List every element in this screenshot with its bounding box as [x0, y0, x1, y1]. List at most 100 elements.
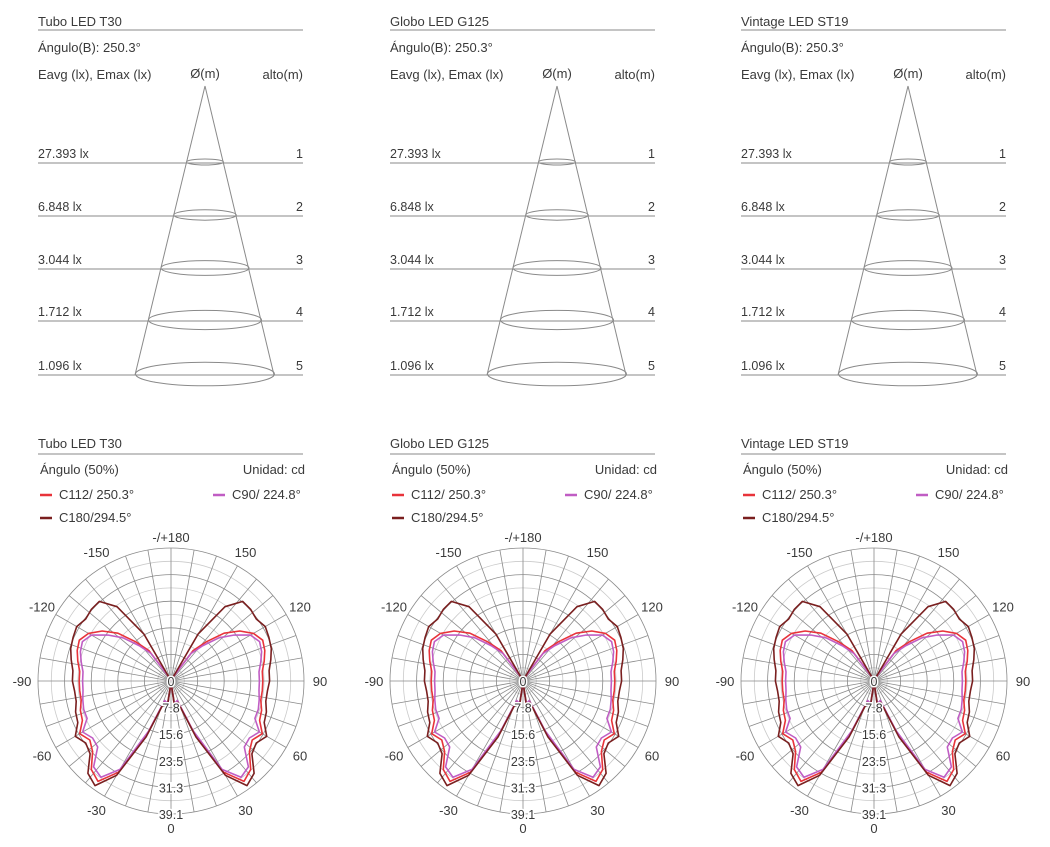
polar-spoke	[420, 595, 524, 682]
polar-spoke	[873, 595, 977, 682]
legend-entry: C180/294.5°	[411, 510, 483, 525]
radial-tick-label: 31.3	[862, 781, 886, 795]
beam-angle: Ángulo(B): 250.3°	[38, 40, 141, 55]
series-curve-c180	[421, 600, 625, 787]
polar-spoke	[420, 680, 524, 767]
polar-spoke	[85, 680, 172, 784]
polar-chart: 0 7.8 15.6 23.5 31.3 39.1 -/+180 -150 150 -120 120…	[365, 530, 680, 836]
lux-value: 1.096 lx	[38, 359, 83, 373]
polar-spoke	[170, 657, 303, 682]
polar-spoke	[499, 549, 524, 682]
angle-tick-label: 120	[289, 600, 311, 615]
cone-section	[173, 209, 237, 221]
angle-tick-label: 0	[167, 821, 174, 836]
radial-tick-label: 15.6	[511, 728, 535, 742]
legend-entry: C90/ 224.8°	[584, 487, 653, 502]
radial-tick-label: 23.5	[159, 755, 183, 769]
angle-tick-label: -60	[736, 749, 755, 764]
height-value: 1	[648, 147, 655, 161]
cone-section	[185, 158, 225, 166]
angle-tick-label: -30	[87, 803, 106, 818]
polar-spoke	[873, 680, 977, 767]
radial-tick-label: 23.5	[511, 755, 535, 769]
polar-spoke	[522, 555, 569, 682]
polar-spoke	[170, 614, 287, 682]
height-value: 2	[999, 200, 1006, 214]
radial-tick-label: 0	[871, 675, 878, 689]
angle-tick-label: -/+180	[152, 530, 189, 545]
polar-spoke	[68, 680, 172, 767]
radial-tick-label: 15.6	[862, 728, 886, 742]
radial-tick-label: 7.8	[514, 702, 531, 716]
angle-tick-label: 0	[519, 821, 526, 836]
lux-value: 3.044 lx	[38, 253, 83, 267]
angle-tick-label: -120	[29, 600, 55, 615]
polar-title: Tubo LED T30	[38, 436, 122, 451]
beam-angle: Ángulo(B): 250.3°	[741, 40, 844, 55]
cone-edge-left	[837, 85, 909, 376]
polar-spoke	[68, 595, 172, 682]
polar-title: Vintage LED ST19	[741, 436, 848, 451]
lux-value: 1.712 lx	[741, 305, 786, 319]
radial-tick-label: 31.3	[159, 781, 183, 795]
radial-tick-label: 0	[168, 675, 175, 689]
angle-50-label: Ángulo (50%)	[392, 462, 471, 477]
polar-spoke	[437, 680, 524, 784]
angle-tick-label: -60	[385, 749, 404, 764]
polar-spoke	[522, 595, 626, 682]
polar-spoke	[477, 555, 524, 682]
lux-value: 27.393 lx	[38, 147, 89, 161]
polar-spoke	[748, 635, 875, 682]
angle-tick-label: -/+180	[855, 530, 892, 545]
polar-spoke	[807, 680, 875, 797]
polar-spoke	[522, 635, 649, 682]
polar-spoke	[522, 578, 609, 682]
unit-label: Unidad: cd	[595, 462, 657, 477]
angle-tick-label: 60	[996, 749, 1010, 764]
lux-value: 1.096 lx	[390, 359, 435, 373]
polar-spoke	[437, 578, 524, 682]
lux-value: 6.848 lx	[390, 200, 435, 214]
angle-tick-label: -150	[786, 545, 812, 560]
polar-spoke	[170, 549, 195, 682]
polar-spoke	[45, 635, 172, 682]
angle-tick-label: -120	[381, 600, 407, 615]
polar-spoke	[170, 680, 303, 705]
lux-value: 27.393 lx	[390, 147, 441, 161]
height-value: 3	[648, 253, 655, 267]
angle-tick-label: -150	[83, 545, 109, 560]
angle-tick-label: 150	[587, 545, 609, 560]
angle-tick-label: 0	[870, 821, 877, 836]
series-curve-c180	[772, 600, 976, 787]
angle-tick-label: 30	[238, 803, 252, 818]
polar-spoke	[873, 578, 960, 682]
cone-edge-left	[134, 85, 206, 376]
eavg-label: Eavg (lx), Emax (lx)	[390, 67, 503, 82]
radial-tick-label: 23.5	[862, 755, 886, 769]
angle-tick-label: -90	[716, 674, 735, 689]
cone-title: Globo LED G125	[390, 14, 489, 29]
angle-tick-label: -90	[13, 674, 32, 689]
product-column: Tubo LED T30 Ángulo(B): 250.3° Eavg (lx), …	[13, 14, 328, 836]
height-value: 5	[999, 359, 1006, 373]
angle-tick-label: 120	[992, 600, 1014, 615]
angle-tick-label: 60	[293, 749, 307, 764]
cone-section	[160, 260, 250, 276]
polar-spoke	[873, 680, 1000, 727]
angle-tick-label: 90	[313, 674, 327, 689]
polar-spoke	[391, 680, 524, 705]
radial-tick-label: 7.8	[865, 702, 882, 716]
polar-spoke	[522, 680, 649, 727]
eavg-label: Eavg (lx), Emax (lx)	[741, 67, 854, 82]
polar-spoke	[873, 549, 898, 682]
angle-tick-label: -30	[790, 803, 809, 818]
height-value: 1	[296, 147, 303, 161]
polar-spoke	[170, 578, 257, 682]
cone-edge-left	[486, 85, 558, 376]
unit-label: Unidad: cd	[243, 462, 305, 477]
cone-edge-right	[204, 85, 275, 376]
legend-entry: C112/ 250.3°	[411, 487, 486, 502]
polar-spoke	[748, 680, 875, 727]
polar-spoke	[788, 578, 875, 682]
